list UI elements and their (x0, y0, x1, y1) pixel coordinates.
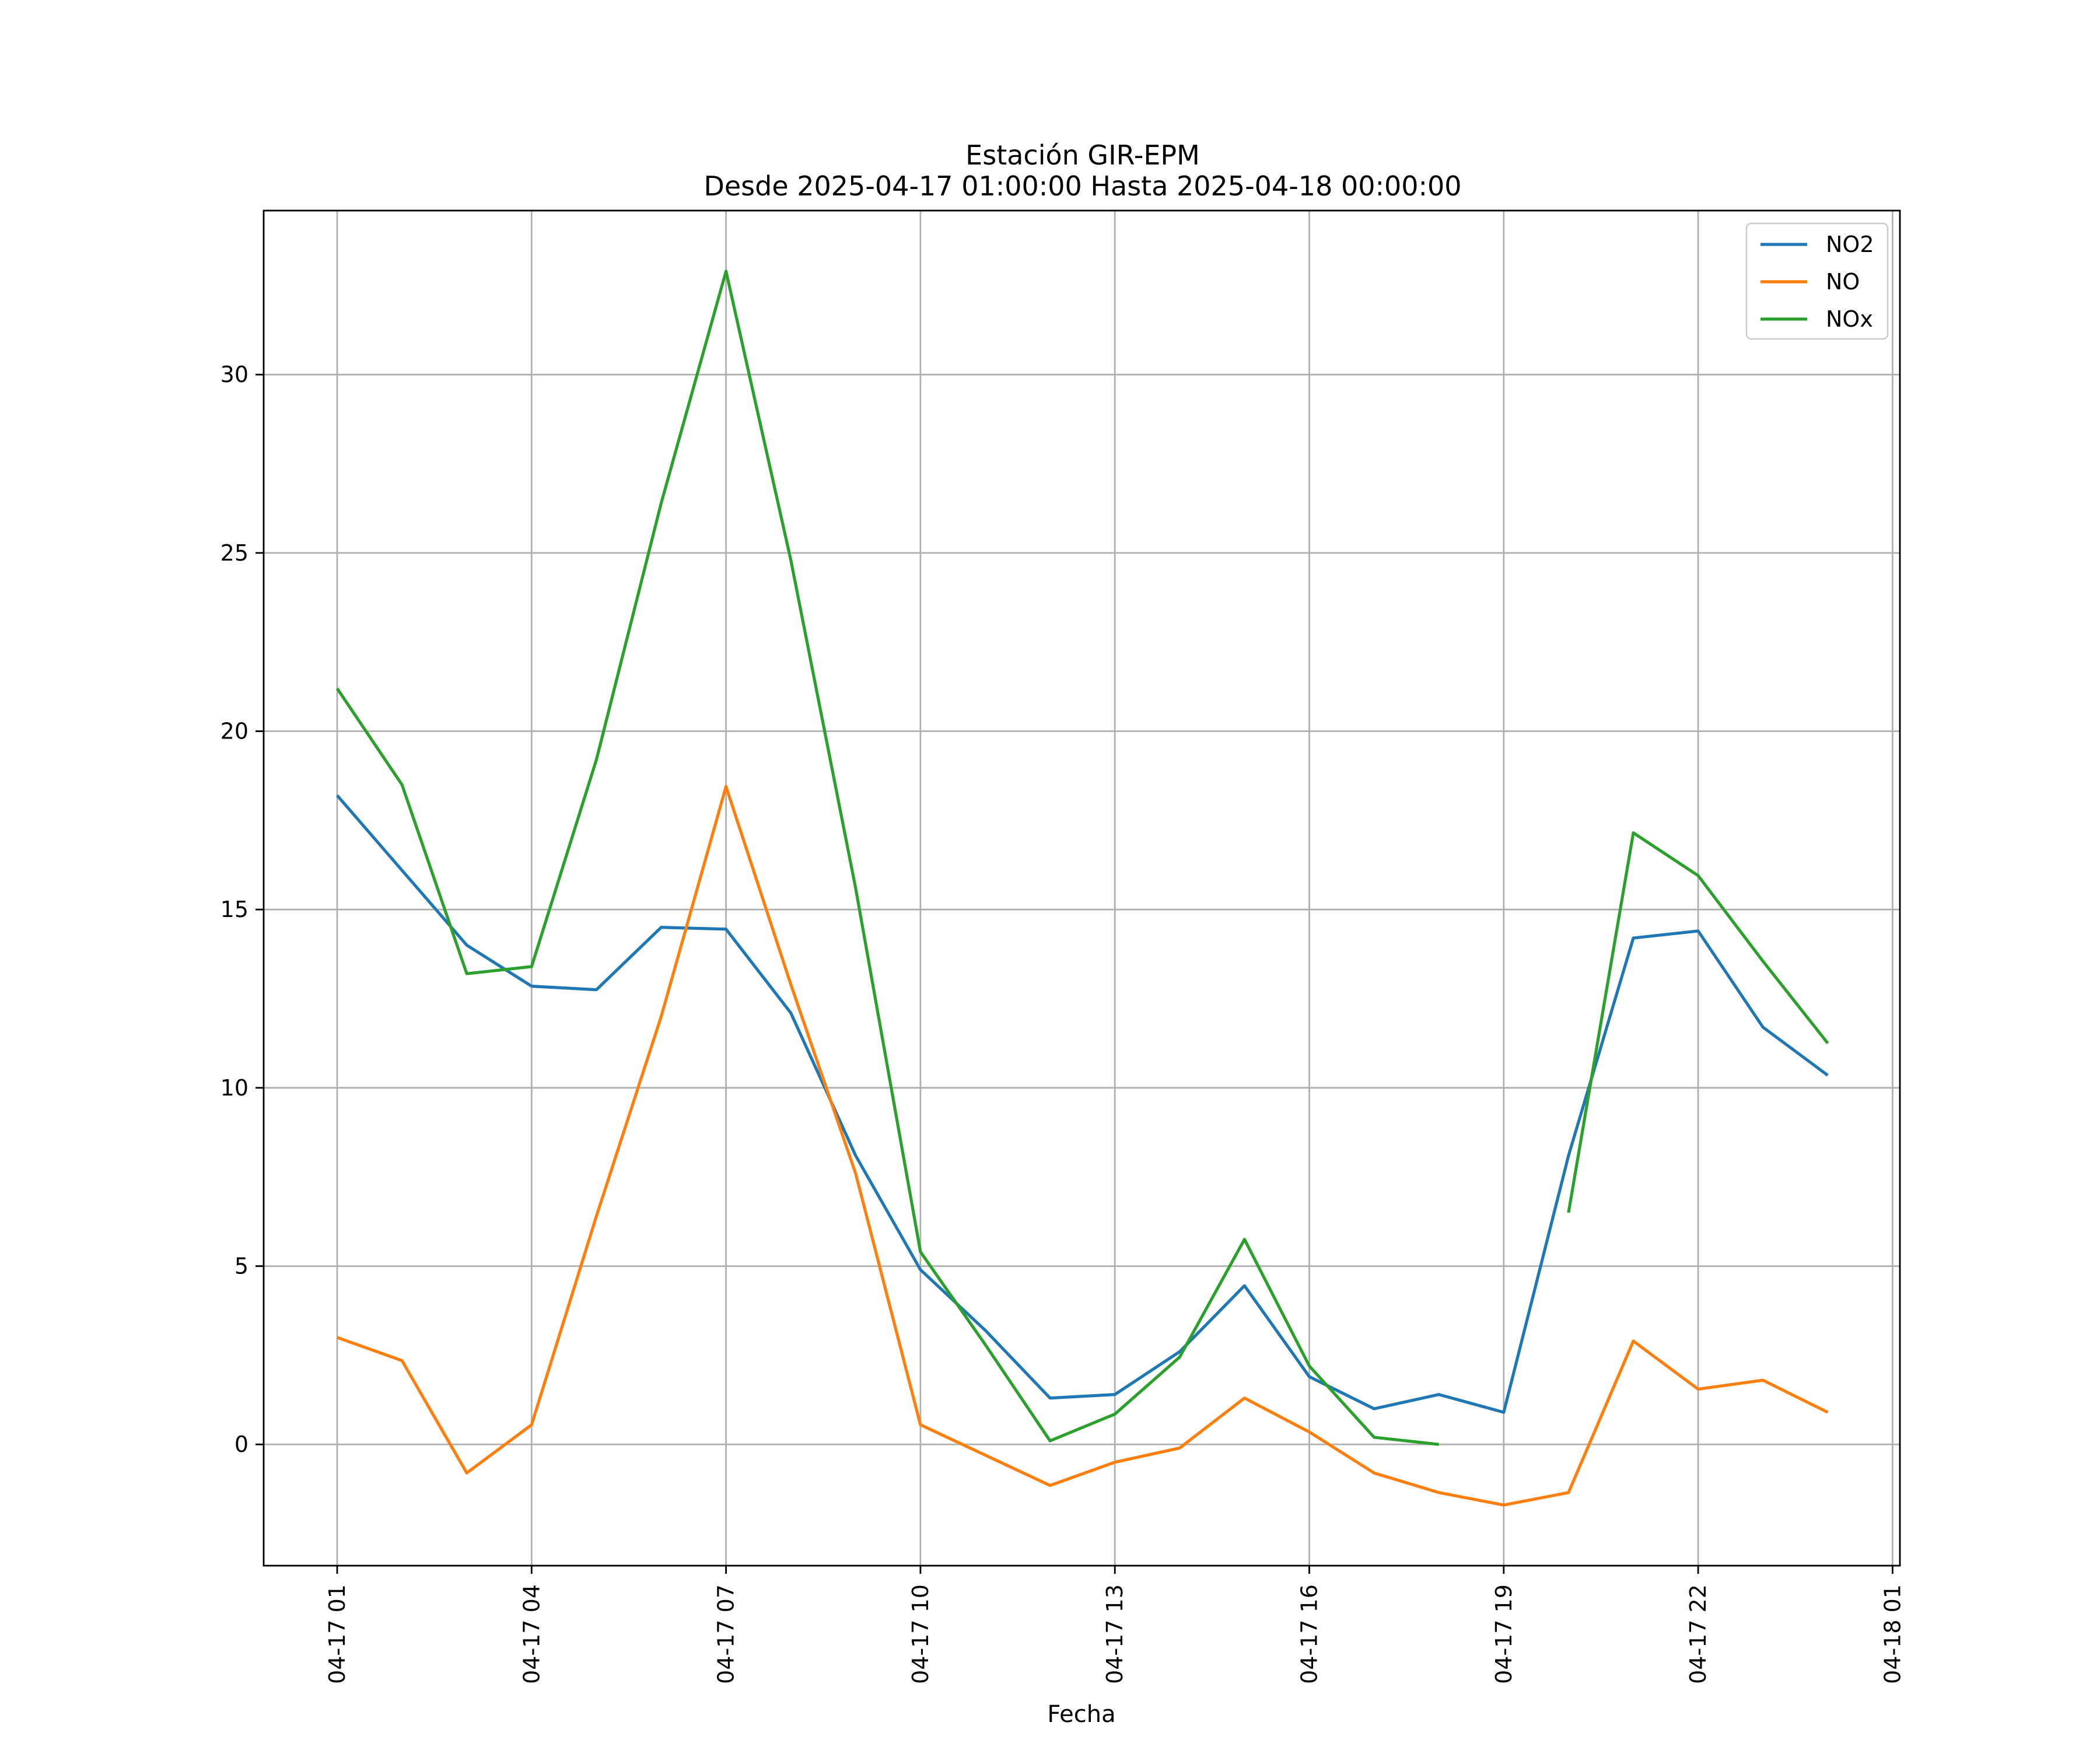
series-no2 (336, 794, 1829, 1414)
x-axis-label: Fecha (1047, 1701, 1115, 1728)
series-line-no2 (336, 794, 1829, 1414)
y-tick-label: 5 (235, 1253, 249, 1279)
y-tick-label: 25 (220, 540, 249, 566)
x-tick-label: 04-17 13 (1102, 1584, 1128, 1684)
gridlines (264, 211, 1900, 1566)
chart-subtitle: Desde 2025-04-17 01:00:00 Hasta 2025-04-… (704, 170, 1461, 202)
x-tick-label: 04-18 01 (1880, 1584, 1905, 1684)
legend-label-nox: NOx (1826, 306, 1873, 332)
x-tick-label: 04-17 10 (908, 1584, 933, 1684)
series-line-nox (335, 270, 1439, 1446)
y-tick-label: 10 (220, 1075, 249, 1101)
x-tick-label: 04-17 16 (1297, 1584, 1322, 1684)
y-tick-label: 15 (220, 897, 249, 922)
y-tick-label: 20 (220, 719, 249, 744)
legend-label-no: NO (1826, 269, 1860, 295)
x-tick-label: 04-17 19 (1491, 1584, 1517, 1684)
axes: 04-17 01 04-17 04 04-17 07 04-17 10 04-17 13… (220, 362, 1906, 1684)
y-tick-label: 0 (235, 1432, 249, 1457)
series-lines (335, 270, 1829, 1507)
series-line-no (337, 785, 1829, 1507)
x-tick-label: 04-17 22 (1685, 1584, 1711, 1684)
x-tick-label: 04-17 01 (324, 1584, 350, 1684)
x-tick-label: 04-17 07 (713, 1584, 739, 1684)
plot-frame (262, 209, 1901, 1567)
legend: NO2 NO NOx (1745, 222, 1889, 340)
legend-label-no2: NO2 (1826, 232, 1874, 257)
chart-title: Estación GIR-EPM (965, 139, 1200, 171)
series-no (337, 785, 1829, 1507)
series-nox (335, 270, 1829, 1446)
legend-box (1745, 222, 1889, 340)
y-tick-label: 30 (220, 362, 249, 387)
x-tick-label: 04-17 04 (519, 1584, 544, 1684)
